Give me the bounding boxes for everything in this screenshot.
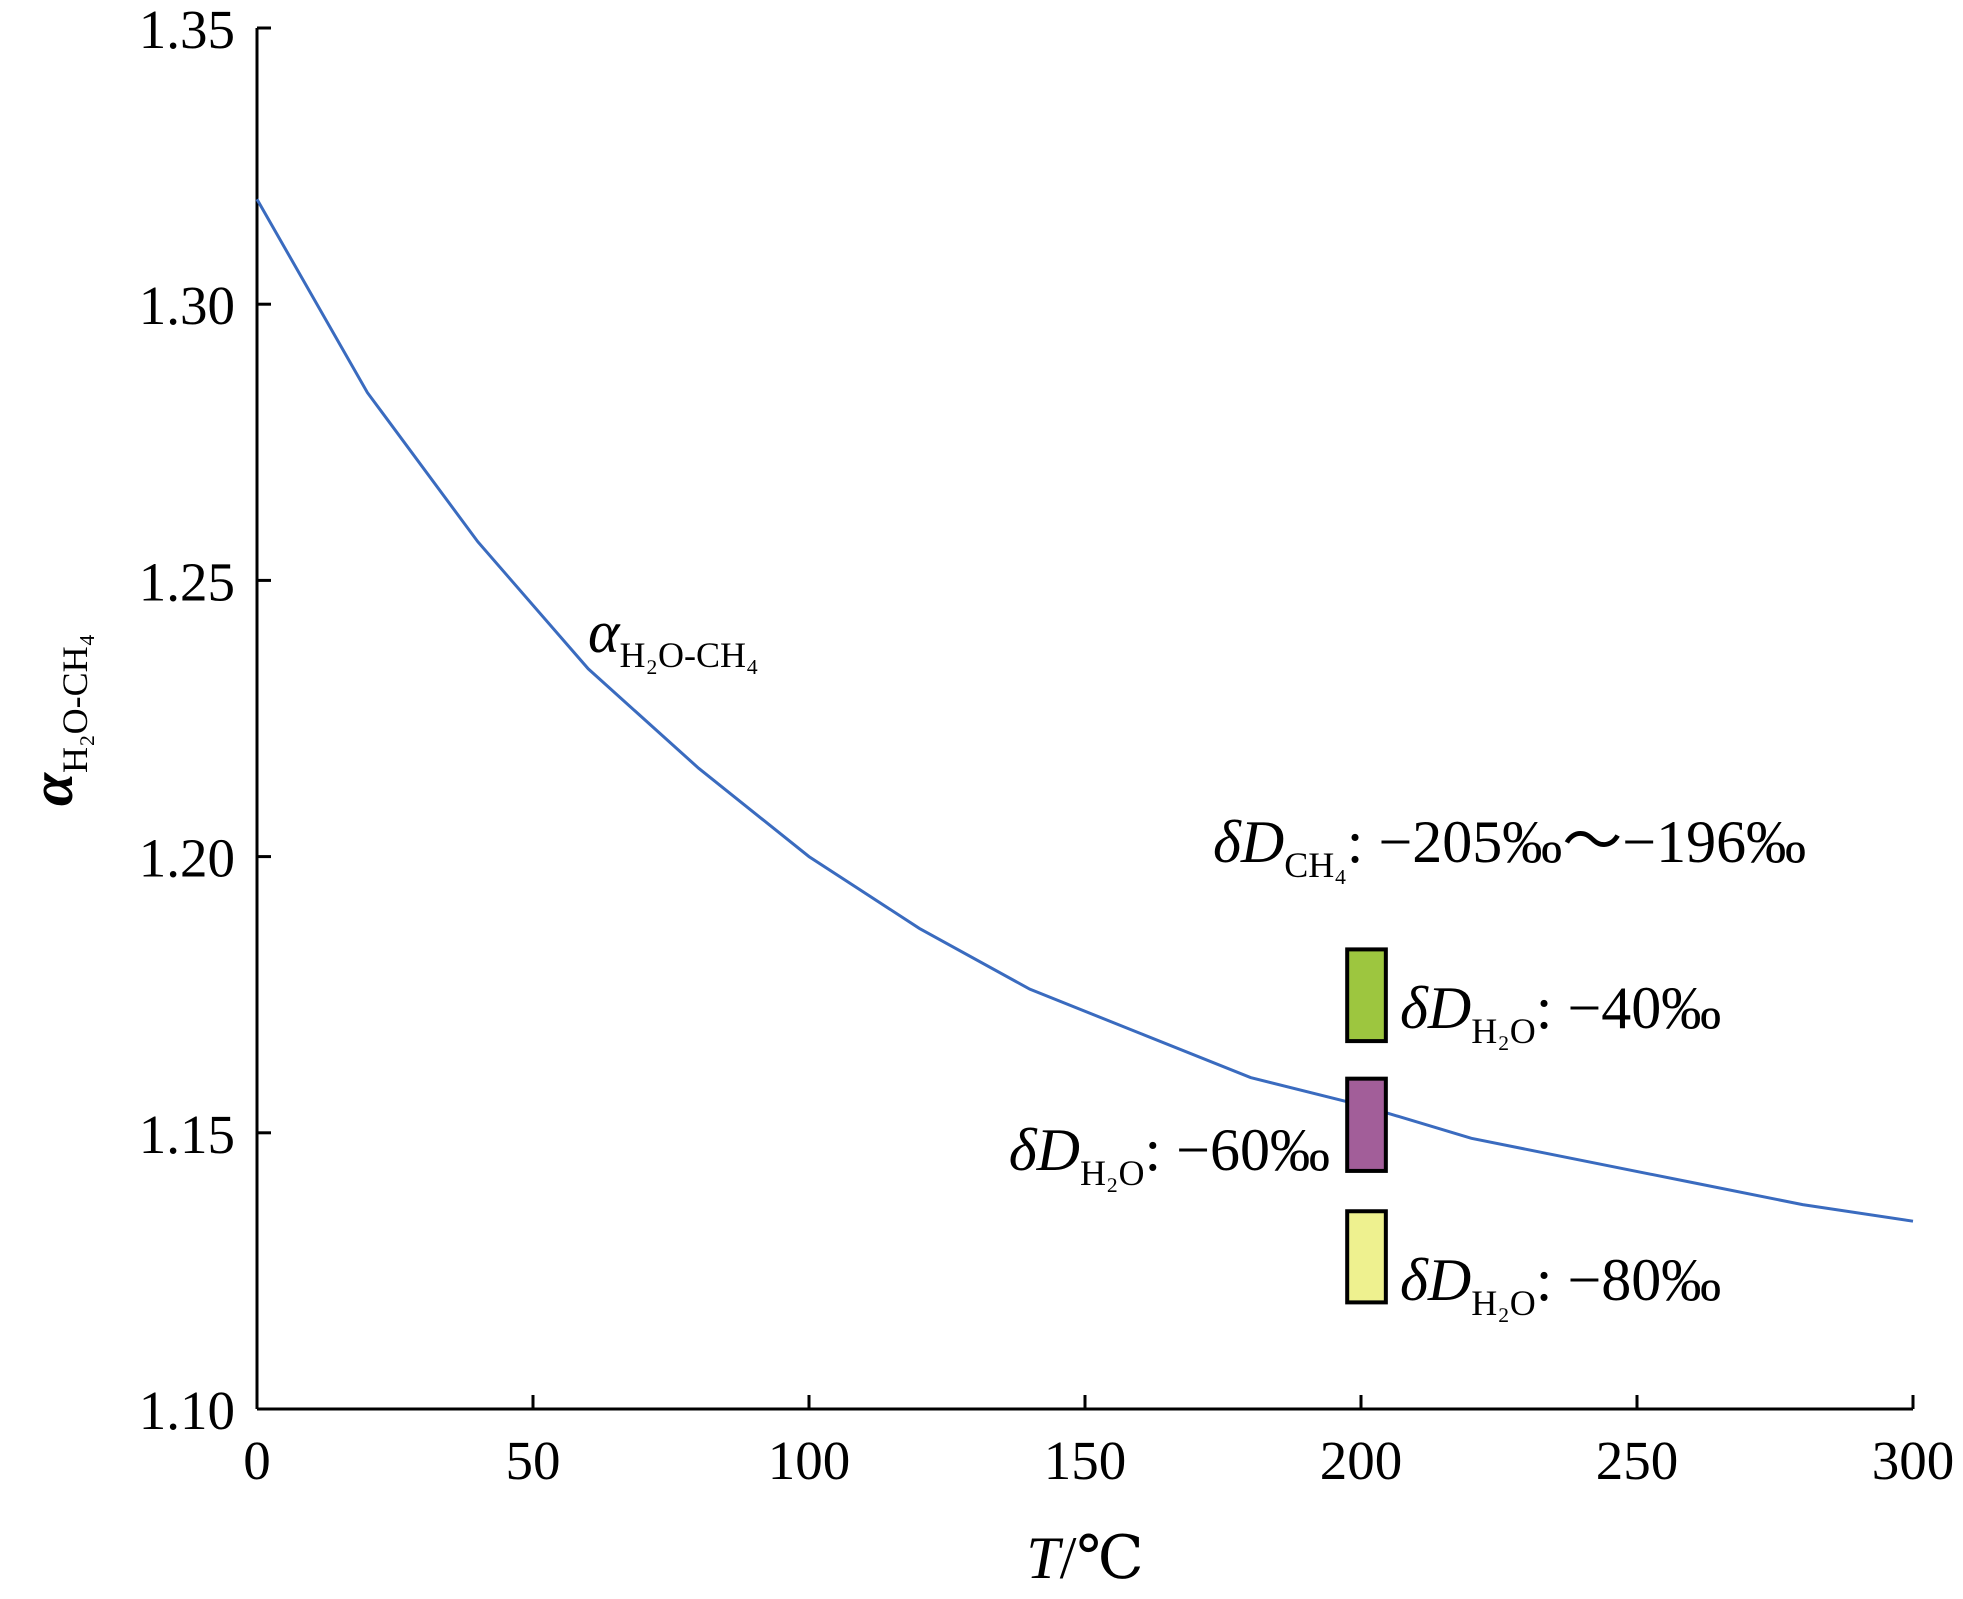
range-label-40: δDH₂O: −40‰ xyxy=(1400,975,1721,1051)
x-tick-label: 50 xyxy=(506,1430,561,1491)
range-box-0 xyxy=(1345,947,1388,1044)
axes xyxy=(255,28,1913,1411)
x-tick-label: 200 xyxy=(1320,1430,1403,1491)
x-tick-label: 0 xyxy=(243,1430,271,1491)
x-tick-label: 100 xyxy=(768,1430,851,1491)
x-axis-title: T/℃ xyxy=(1026,1525,1143,1591)
y-tick-label: 1.35 xyxy=(139,0,235,60)
x-tick-label: 150 xyxy=(1044,1430,1127,1491)
curve-label: αH₂O-CH₄ xyxy=(588,599,759,675)
x-tick-label: 300 xyxy=(1872,1430,1955,1491)
y-tick-label: 1.15 xyxy=(139,1104,235,1165)
y-tick-label: 1.20 xyxy=(139,828,235,889)
range-label-80: δDH₂O: −80‰ xyxy=(1400,1247,1721,1323)
y-axis-title: αH₂O-CH₄ xyxy=(19,634,95,806)
y-tick-label: 1.30 xyxy=(139,275,235,336)
y-tick-label: 1.10 xyxy=(139,1380,235,1441)
range-box-2 xyxy=(1345,1209,1388,1305)
x-tick-label: 250 xyxy=(1596,1430,1679,1491)
alpha-curve xyxy=(255,198,1914,1223)
range-box-1 xyxy=(1345,1076,1388,1173)
y-tick-label: 1.25 xyxy=(139,551,235,612)
ch4-annotation: δDCH₄: −205‰～−196‰ xyxy=(1213,809,1806,885)
range-label-60: δDH₂O: −60‰ xyxy=(1009,1117,1330,1193)
